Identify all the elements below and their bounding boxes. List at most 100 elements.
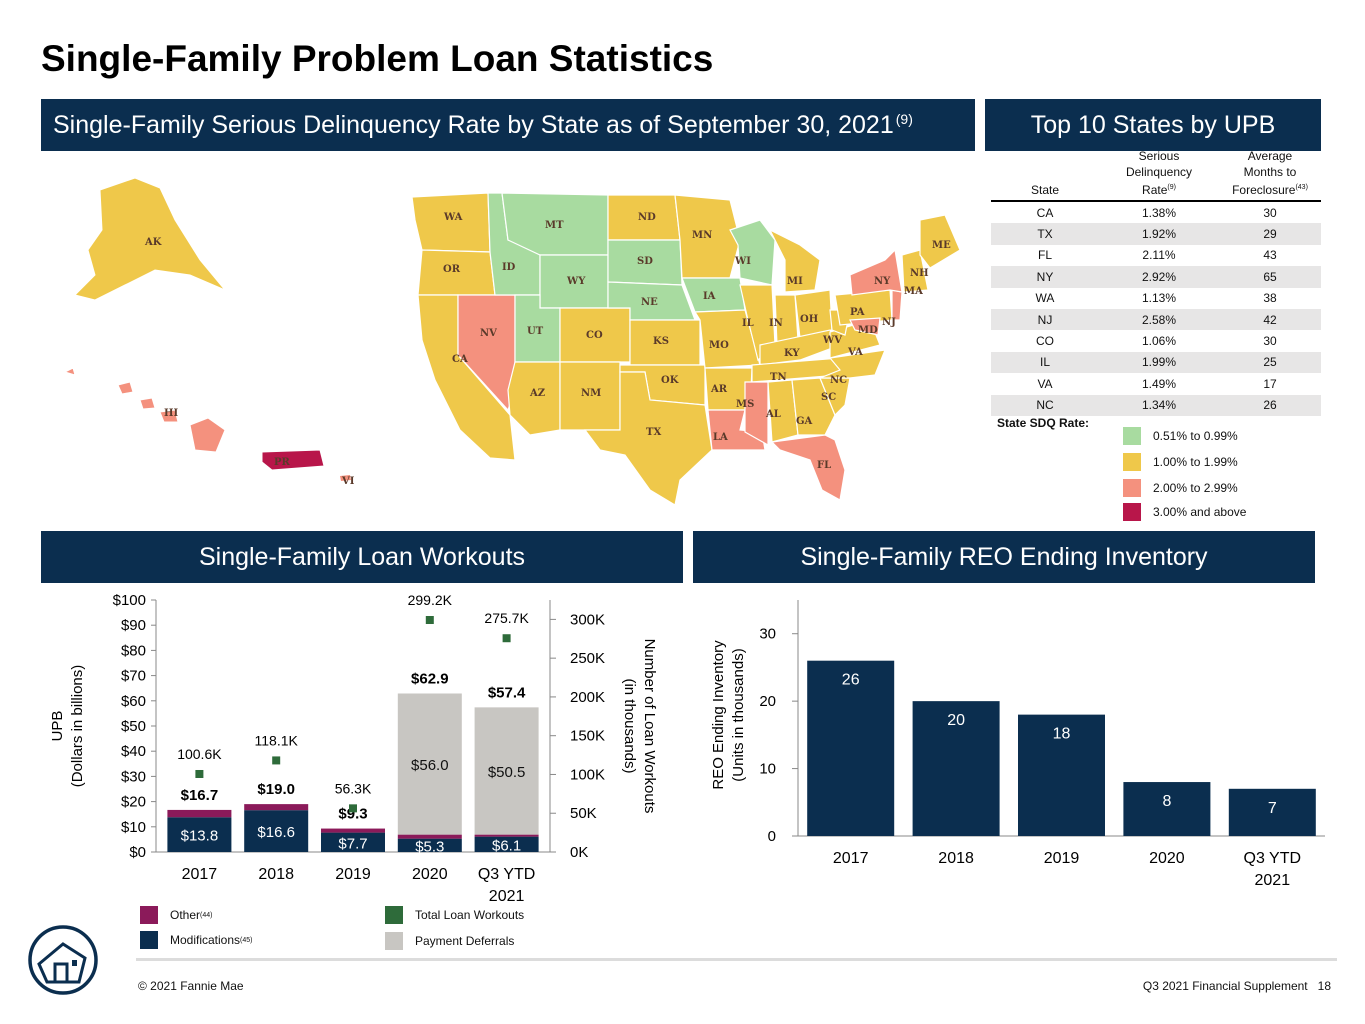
y2-axis-title-line: Number of Loan Workouts <box>641 639 658 814</box>
bar-segment-other <box>397 834 462 839</box>
x-tick-label: 2020 <box>412 866 448 883</box>
workouts-banner: Single-Family Loan Workouts <box>41 531 683 583</box>
bar-total-label: $16.7 <box>181 787 219 804</box>
svg-text:VA: VA <box>847 347 863 358</box>
legend-item-modifications: Modifications (45) <box>140 931 252 949</box>
bar-total-label: $57.4 <box>488 684 526 701</box>
y2-tick-label: 250K <box>570 650 605 667</box>
reo-bar-value-label: 8 <box>1162 793 1171 810</box>
svg-text:PR: PR <box>274 457 291 468</box>
svg-text:TN: TN <box>770 372 787 383</box>
workout-count-label: 118.1K <box>255 732 299 748</box>
state-ak <box>74 177 226 301</box>
bar-value-label: $16.6 <box>257 824 295 841</box>
legend-swatch <box>385 906 403 924</box>
legend-item-other: Other (44) <box>140 906 212 924</box>
map-banner: Single-Family Serious Delinquency Rate b… <box>41 99 975 151</box>
legend-item-total-workouts: Total Loan Workouts <box>385 906 524 924</box>
svg-text:FL: FL <box>817 460 831 471</box>
workouts-banner-title: Single-Family Loan Workouts <box>198 542 526 571</box>
bar-segment-other <box>474 834 539 837</box>
svg-text:WI: WI <box>734 256 751 267</box>
state-nc <box>819 349 886 379</box>
svg-text:CO: CO <box>586 330 603 341</box>
svg-text:LA: LA <box>713 432 728 443</box>
x-tick-label: 2017 <box>833 850 869 867</box>
state-mi <box>768 228 821 293</box>
state-nj <box>891 289 903 321</box>
reo-bar <box>807 660 895 836</box>
workout-count-label: 56.3K <box>335 780 372 796</box>
table-row: CO 1.06% 30 <box>1036 334 1277 349</box>
svg-text:OR: OR <box>443 264 461 275</box>
y2-tick-label: 0K <box>570 844 588 861</box>
legend-item-deferrals: Payment Deferrals <box>385 932 514 950</box>
svg-text:SC: SC <box>821 392 836 403</box>
bar-segment-other <box>167 809 232 818</box>
top10-banner-title: Top 10 States by UPB <box>1030 110 1276 139</box>
svg-text:ME: ME <box>932 240 951 251</box>
bar-segment-modifications <box>167 817 232 852</box>
y-tick-label: $20 <box>121 794 146 811</box>
x-tick-label: 2020 <box>1149 850 1185 867</box>
legend-swatch <box>1123 479 1141 497</box>
legend-swatch <box>1123 453 1141 471</box>
state-mo <box>693 309 761 369</box>
reo-bar <box>1123 782 1211 836</box>
y-tick-label: 0 <box>768 828 776 845</box>
y-tick-label: $0 <box>129 844 146 861</box>
reo-banner: Single-Family REO Ending Inventory <box>693 531 1315 583</box>
bar-segment-payment-deferrals <box>397 693 462 835</box>
x-tick-label: 2021 <box>489 888 525 905</box>
y-axis-title-line: REO Ending Inventory <box>710 640 727 790</box>
report-name: Q3 2021 Financial Supplement <box>1142 979 1308 993</box>
y2-tick-label: 50K <box>570 805 597 822</box>
svg-text:NV: NV <box>480 328 497 339</box>
svg-text:TX: TX <box>646 427 661 438</box>
svg-text:NY: NY <box>874 276 891 287</box>
y-axis-title-line: (Units in thousands) <box>730 648 747 781</box>
table-row: NJ 2.58% 42 <box>991 308 1321 331</box>
col-rate-header: Serious Delinquency Rate(9) <box>1125 149 1193 197</box>
svg-text:OK: OK <box>661 375 679 386</box>
svg-text:WV: WV <box>822 335 842 346</box>
bar-segment-payment-deferrals <box>474 707 539 835</box>
state-pr <box>261 449 325 471</box>
workout-count-label: 275.7K <box>484 610 529 626</box>
svg-text:AK: AK <box>144 237 162 248</box>
legend-item: 0.51% to 0.99% <box>1123 427 1238 445</box>
bar-total-label: $62.9 <box>411 670 449 687</box>
y-tick-label: $90 <box>121 617 146 634</box>
top10-banner: Top 10 States by UPB <box>985 99 1321 151</box>
y-tick-label: $70 <box>121 668 146 685</box>
svg-text:ND: ND <box>638 212 656 223</box>
workout-count-point <box>272 756 281 765</box>
reo-chart: 0 10 20 30 REO Ending Inventory (Units in tho… <box>710 600 1325 889</box>
x-tick-label: 2019 <box>335 866 371 883</box>
svg-text:IN: IN <box>769 318 783 329</box>
us-sdq-map: AK WA MT ND MN ME OR ID WY SD WI NH NY M… <box>63 177 961 506</box>
y2-tick-label: 300K <box>570 611 605 628</box>
svg-text:SD: SD <box>637 256 653 267</box>
map-state-labels: AK WA MT ND MN ME OR ID WY SD WI NH NY M… <box>144 212 951 487</box>
top10-table: State Serious Delinquency Rate(9) Averag… <box>991 149 1321 416</box>
map-banner-note: (9) <box>895 111 913 127</box>
workout-count-label: 100.6K <box>177 746 222 762</box>
y-tick-label: 30 <box>759 626 776 643</box>
svg-text:MI: MI <box>787 276 803 287</box>
svg-text:GA: GA <box>796 416 813 427</box>
bar-segment-modifications <box>321 832 385 852</box>
svg-text:VI: VI <box>341 476 355 487</box>
legend-swatch <box>385 932 403 950</box>
footer-right: Q3 2021 Financial Supplement 18 <box>1133 979 1331 993</box>
bar-segment-other <box>321 828 385 833</box>
page-number: 18 <box>1317 979 1331 993</box>
svg-text:MD: MD <box>858 325 878 336</box>
col-state-header: State <box>1030 183 1060 197</box>
svg-text:MT: MT <box>545 220 564 231</box>
x-tick-label: 2018 <box>938 850 974 867</box>
bar-segment-modifications <box>474 836 539 852</box>
reo-bar <box>1018 714 1105 836</box>
reo-bar-value-label: 20 <box>947 712 965 729</box>
y-tick-label: $60 <box>121 693 146 710</box>
